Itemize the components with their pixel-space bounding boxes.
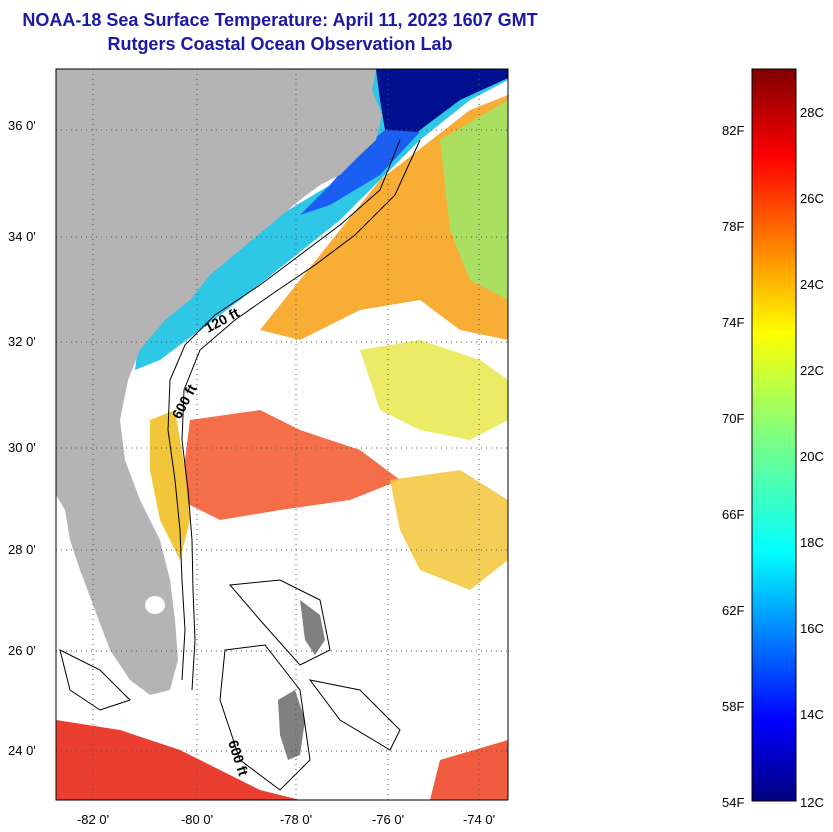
map-title: NOAA-18 Sea Surface Temperature: April 1… [22,10,538,30]
cold-shelf-water [135,69,508,370]
colorbar-c-label: 20C [800,449,824,464]
colorbar-c-label: 26C [800,191,824,206]
southeast-warm-water [430,740,508,800]
lon-tick-label: -74 0' [463,812,495,827]
offshore-green-water [440,100,508,300]
coldest-shelf-water [376,69,508,150]
contour-bahamas [59,579,401,791]
bahamas-abaco-land [300,600,325,655]
lon-tick-label: -80 0' [181,812,213,827]
colorbar-fahrenheit-labels: 82F 78F 74F 70F 66F 62F 58F 54F [722,123,744,810]
lon-tick-label: -82 0' [77,812,109,827]
colorbar-f-label: 70F [722,411,744,426]
contour-600ft [181,139,421,691]
map-grid [56,69,508,800]
colorbar-c-label: 24C [800,277,824,292]
keys-warm-water [56,720,300,800]
contour-120ft [167,139,401,681]
lon-tick-label: -78 0' [280,812,312,827]
lake-okeechobee [145,596,165,614]
temperature-colorbar [751,68,797,802]
colorbar-c-label: 28C [800,105,824,120]
colorbar-f-label: 82F [722,123,744,138]
bahamas-andros-land [278,690,305,760]
map-subtitle: Rutgers Coastal Ocean Observation Lab [107,34,453,54]
sst-map-panel [56,69,508,800]
lat-tick-label: 32 0' [8,334,36,349]
lat-tick-label: 24 0' [8,743,36,758]
central-yellow-patches [360,340,508,440]
lat-tick-label: 36 0' [8,118,36,133]
colorbar-celsius-labels: 28C 26C 24C 22C 20C 18C 16C 14C 12C [800,105,824,810]
colorbar-f-label: 66F [722,507,744,522]
map-frame [55,68,509,801]
colorbar-c-label: 16C [800,621,824,636]
lat-tick-label: 28 0' [8,542,36,557]
lat-tick-label: 30 0' [8,440,36,455]
colorbar-c-label: 12C [800,795,824,810]
latitude-axis: 36 0' 34 0' 32 0' 30 0' 28 0' 26 0' 24 0… [8,118,36,758]
colorbar-c-label: 14C [800,707,824,722]
colorbar-f-label: 54F [722,795,744,810]
colorbar-c-label: 18C [800,535,824,550]
colorbar-c-label: 22C [800,363,824,378]
colorbar-f-label: 62F [722,603,744,618]
southern-warm-patches [180,410,400,520]
lat-tick-label: 26 0' [8,643,36,658]
shelf-blue-water [300,130,420,215]
lat-tick-label: 34 0' [8,229,36,244]
longitude-axis: -82 0' -80 0' -78 0' -76 0' -74 0' [77,812,495,827]
colorbar-f-label: 58F [722,699,744,714]
colorbar-f-label: 78F [722,219,744,234]
colorbar-f-label: 74F [722,315,744,330]
us-east-coast-land [56,69,382,695]
lon-tick-label: -76 0' [372,812,404,827]
florida-shelf-water [150,410,190,560]
